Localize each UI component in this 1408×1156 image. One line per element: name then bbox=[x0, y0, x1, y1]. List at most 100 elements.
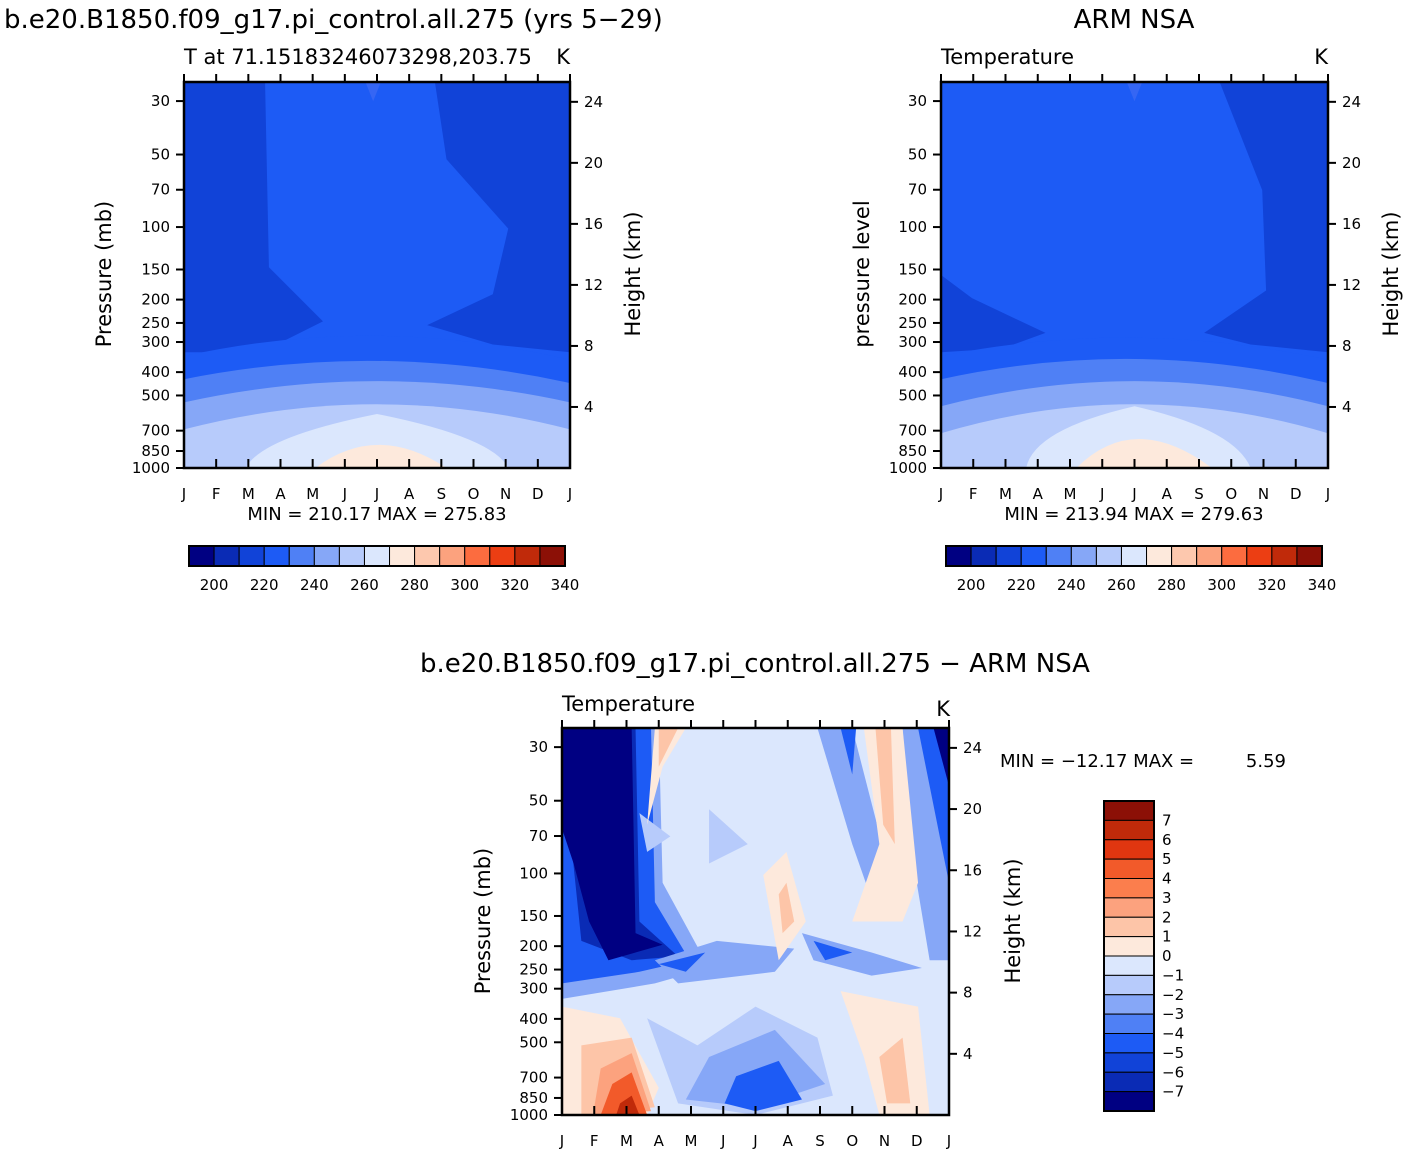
pressure-tick-label: 500 bbox=[519, 1033, 548, 1051]
colorbar-tick-label: 220 bbox=[1007, 576, 1036, 594]
top-right-figure-title: ARM NSA bbox=[1074, 5, 1195, 35]
month-tick-label: M bbox=[685, 1132, 698, 1150]
pressure-tick-label: 200 bbox=[898, 291, 927, 309]
top-left-figure-title: b.e20.B1850.f09_g17.pi_control.all.275 (… bbox=[4, 5, 663, 35]
model-colorbar: 200 220 240 260 280 300 320 340 bbox=[188, 545, 580, 594]
pressure-tick-label: 1000 bbox=[510, 1106, 548, 1124]
pressure-tick-label: 850 bbox=[519, 1089, 548, 1107]
observation-panel: Temperature K 30507010015020025030040050… bbox=[850, 45, 1403, 594]
pressure-tick-label: 70 bbox=[151, 181, 170, 199]
colorbar-swatch bbox=[238, 545, 265, 567]
colorbar-swatch bbox=[1296, 545, 1323, 567]
colorbar-swatch bbox=[213, 545, 240, 567]
colorbar-tick-label: 340 bbox=[551, 576, 580, 594]
pressure-tick-label: 30 bbox=[908, 92, 927, 110]
colorbar-swatch bbox=[1103, 955, 1155, 976]
month-tick-label: J bbox=[181, 485, 186, 503]
pressure-tick-label: 200 bbox=[141, 291, 170, 309]
pressure-tick-label: 700 bbox=[898, 422, 927, 440]
observation-height-axis-label: Height (km) bbox=[1379, 211, 1403, 336]
height-tick-label: 4 bbox=[963, 1045, 973, 1063]
height-tick-label: 12 bbox=[963, 922, 982, 940]
pressure-tick-label: 700 bbox=[141, 422, 170, 440]
height-tick-label: 12 bbox=[1342, 276, 1361, 294]
pressure-tick-label: 100 bbox=[141, 218, 170, 236]
month-tick-label: J bbox=[1131, 485, 1136, 503]
cold-upper-right-core bbox=[933, 728, 949, 787]
colorbar-tick-label: 4 bbox=[1162, 870, 1172, 888]
colorbar-swatch bbox=[1045, 545, 1072, 567]
colorbar-tick-label: 260 bbox=[350, 576, 379, 594]
month-tick-label: J bbox=[567, 485, 572, 503]
colorbar-swatch bbox=[1103, 839, 1155, 860]
cold-column-core bbox=[562, 728, 663, 961]
month-tick-label: J bbox=[752, 1132, 757, 1150]
month-tick-label: M bbox=[306, 485, 319, 503]
pressure-tick-label: 100 bbox=[519, 864, 548, 882]
pressure-tick-label: 250 bbox=[141, 314, 170, 332]
observation-colorbar: 200 220 240 260 280 300 320 340 bbox=[945, 545, 1337, 594]
colorbar-swatch bbox=[1103, 1091, 1155, 1112]
difference-y-axis-label: Pressure (mb) bbox=[471, 848, 495, 995]
colorbar-tick-label: 240 bbox=[300, 576, 329, 594]
colorbar-tick-label: −7 bbox=[1162, 1083, 1184, 1101]
month-tick-label: J bbox=[946, 1132, 951, 1150]
warm-lower-east-core bbox=[879, 1037, 911, 1104]
model-min-max: MIN = 210.17 MAX = 275.83 bbox=[247, 504, 506, 525]
month-tick-label: A bbox=[275, 485, 286, 503]
height-tick-label: 16 bbox=[1342, 215, 1361, 233]
pressure-tick-label: 850 bbox=[141, 442, 170, 460]
colorbar-tick-label: 280 bbox=[400, 576, 429, 594]
month-tick-label: A bbox=[783, 1132, 794, 1150]
month-tick-label: J bbox=[559, 1132, 564, 1150]
difference-min-max-label: MIN = −12.17 MAX = bbox=[1000, 751, 1194, 772]
month-tick-label: A bbox=[654, 1132, 665, 1150]
cold-region-east bbox=[427, 82, 570, 353]
pressure-tick-label: 50 bbox=[908, 146, 927, 164]
colorbar-swatch bbox=[1103, 1052, 1155, 1073]
pressure-tick-label: 100 bbox=[898, 218, 927, 236]
month-tick-label: N bbox=[500, 485, 511, 503]
warm-lower-west-3 bbox=[600, 1072, 648, 1115]
colorbar-tick-label: 5 bbox=[1162, 850, 1172, 868]
colorbar-swatch bbox=[1146, 545, 1173, 567]
colorbar-swatch bbox=[1246, 545, 1273, 567]
month-tick-label: S bbox=[437, 485, 447, 503]
height-tick-label: 16 bbox=[584, 215, 603, 233]
pressure-tick-label: 200 bbox=[519, 937, 548, 955]
colorbar-swatch bbox=[1103, 878, 1155, 899]
colorbar-tick-label: 340 bbox=[1308, 576, 1337, 594]
colorbar-tick-label: 1 bbox=[1162, 928, 1172, 946]
band-8-warm bbox=[1076, 439, 1212, 468]
pressure-tick-label: 300 bbox=[141, 333, 170, 351]
pressure-tick-label: 500 bbox=[141, 386, 170, 404]
height-tick-label: 8 bbox=[1342, 337, 1352, 355]
model-height-axis-label: Height (km) bbox=[621, 211, 645, 336]
model-y-axis-label: Pressure (mb) bbox=[92, 201, 116, 348]
pressure-tick-label: 500 bbox=[898, 386, 927, 404]
pressure-tick-label: 850 bbox=[898, 442, 927, 460]
colorbar-swatch bbox=[464, 545, 491, 567]
observation-contour-field bbox=[941, 82, 1328, 468]
colorbar-swatch bbox=[1171, 545, 1198, 567]
month-tick-label: M bbox=[620, 1132, 633, 1150]
month-tick-label: A bbox=[1162, 485, 1173, 503]
pressure-tick-label: 50 bbox=[151, 146, 170, 164]
height-tick-label: 20 bbox=[584, 154, 603, 172]
month-tick-label: D bbox=[532, 485, 544, 503]
colorbar-swatch bbox=[439, 545, 466, 567]
colorbar-swatch bbox=[1103, 974, 1155, 996]
pressure-tick-label: 250 bbox=[519, 961, 548, 979]
height-tick-label: 20 bbox=[1342, 154, 1361, 172]
warm-upper-left bbox=[647, 728, 686, 825]
colorbar-swatch bbox=[338, 545, 365, 567]
colorbar-swatch bbox=[363, 545, 391, 567]
model-contour-field bbox=[184, 82, 570, 468]
colorbar-swatch bbox=[1103, 897, 1155, 918]
height-tick-label: 8 bbox=[584, 337, 594, 355]
difference-colorbar: 7 65 432 10−1 −2−3 −4−5−6 −7 bbox=[1103, 800, 1184, 1112]
month-tick-label: J bbox=[374, 485, 379, 503]
colorbar-tick-label: 6 bbox=[1162, 831, 1172, 849]
